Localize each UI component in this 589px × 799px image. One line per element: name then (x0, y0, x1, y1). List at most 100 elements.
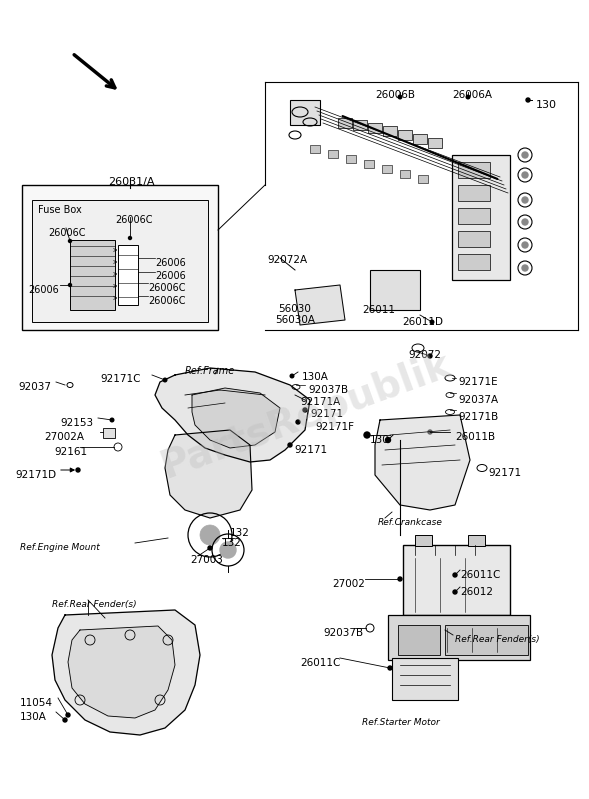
Circle shape (388, 666, 392, 670)
Text: 130: 130 (536, 100, 557, 110)
Text: 92072: 92072 (408, 350, 441, 360)
Bar (398, 130, 412, 140)
Circle shape (385, 438, 391, 443)
Text: 26011C: 26011C (460, 570, 501, 580)
Circle shape (63, 718, 67, 722)
Circle shape (66, 713, 70, 717)
Circle shape (68, 240, 71, 243)
Circle shape (110, 418, 114, 422)
Circle shape (364, 432, 370, 438)
Circle shape (398, 95, 402, 99)
Text: PartsRepublik: PartsRepublik (156, 345, 456, 486)
Text: 92153: 92153 (60, 418, 93, 428)
Bar (388, 615, 530, 660)
Text: 26012: 26012 (460, 587, 493, 597)
Text: 26006: 26006 (155, 258, 186, 268)
Bar (364, 160, 374, 168)
Text: 92072A: 92072A (267, 255, 307, 265)
Polygon shape (155, 368, 310, 462)
Text: 92171D: 92171D (15, 470, 56, 480)
Bar (118, 245, 138, 305)
Circle shape (220, 542, 236, 558)
Text: Ref.Crankcase: Ref.Crankcase (378, 518, 443, 527)
Bar (428, 138, 442, 148)
Bar (70, 240, 115, 310)
Circle shape (68, 284, 71, 287)
Text: 26006A: 26006A (452, 90, 492, 100)
Text: 56030A: 56030A (275, 315, 315, 325)
Text: 132: 132 (222, 538, 242, 548)
Circle shape (522, 172, 528, 178)
Bar (452, 155, 510, 280)
Circle shape (288, 443, 292, 447)
Bar (398, 625, 440, 655)
Text: Fuse Box: Fuse Box (38, 205, 82, 215)
Text: 56030: 56030 (278, 304, 311, 314)
Text: 92171F: 92171F (315, 422, 354, 432)
Bar (346, 155, 356, 163)
Bar (32, 200, 208, 322)
Text: 92171A: 92171A (300, 397, 340, 407)
Circle shape (522, 219, 528, 225)
Circle shape (398, 577, 402, 581)
Text: 26006C: 26006C (148, 283, 186, 293)
Text: 26006: 26006 (155, 271, 186, 281)
Text: 26006B: 26006B (375, 90, 415, 100)
Circle shape (428, 354, 432, 358)
Text: 27003: 27003 (190, 555, 223, 565)
Circle shape (296, 420, 300, 424)
Circle shape (522, 152, 528, 158)
Circle shape (466, 95, 470, 99)
Text: 92037B: 92037B (308, 385, 348, 395)
Bar (328, 150, 338, 158)
Text: 92171: 92171 (310, 409, 343, 419)
Bar (22, 185, 218, 330)
Bar (338, 118, 352, 128)
Circle shape (163, 378, 167, 382)
Text: 26011B: 26011B (455, 432, 495, 442)
Text: Ref.Rear Fender(s): Ref.Rear Fender(s) (455, 635, 540, 644)
Circle shape (453, 590, 457, 594)
Text: 92171E: 92171E (458, 377, 498, 387)
Circle shape (522, 265, 528, 271)
Bar (403, 545, 510, 615)
Polygon shape (68, 626, 175, 718)
Text: Ref.Frame: Ref.Frame (185, 366, 235, 376)
Text: 26011C: 26011C (300, 658, 340, 668)
Circle shape (430, 320, 434, 324)
Bar (392, 658, 458, 700)
Bar (353, 120, 367, 130)
Bar (458, 231, 490, 247)
Bar (415, 535, 432, 546)
Text: 92171B: 92171B (458, 412, 498, 422)
Text: 26006C: 26006C (115, 215, 153, 225)
Text: 26031/A: 26031/A (108, 177, 154, 187)
Bar (370, 270, 420, 310)
Circle shape (303, 408, 307, 412)
Text: Ref.Starter Motor: Ref.Starter Motor (362, 718, 440, 727)
Bar (103, 428, 115, 438)
Text: 130A: 130A (302, 372, 329, 382)
Bar (400, 170, 410, 178)
Circle shape (128, 237, 131, 240)
Text: 132: 132 (230, 528, 250, 538)
Bar (445, 625, 528, 655)
Text: 26006C: 26006C (148, 296, 186, 306)
Circle shape (290, 374, 294, 378)
Text: 26006: 26006 (28, 285, 59, 295)
Bar (458, 208, 490, 224)
Bar (458, 185, 490, 201)
Text: 92161: 92161 (54, 447, 87, 457)
Bar (418, 175, 428, 183)
Text: 92171: 92171 (294, 445, 327, 455)
Text: 27002: 27002 (332, 579, 365, 589)
Polygon shape (165, 430, 252, 518)
Text: 92171C: 92171C (100, 374, 141, 384)
Circle shape (526, 98, 530, 102)
Text: 92037A: 92037A (458, 395, 498, 405)
Text: 130: 130 (370, 435, 390, 445)
Circle shape (453, 573, 457, 577)
Text: 92037: 92037 (18, 382, 51, 392)
Text: 92171: 92171 (488, 468, 521, 478)
Text: 26006C: 26006C (48, 228, 85, 238)
